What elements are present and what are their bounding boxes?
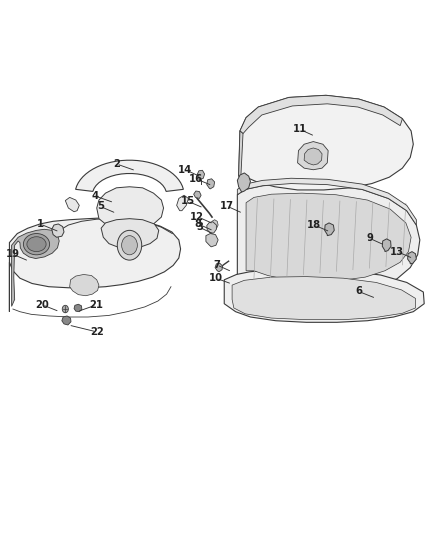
Polygon shape bbox=[215, 263, 223, 272]
Circle shape bbox=[62, 305, 68, 313]
Text: 8: 8 bbox=[194, 219, 201, 229]
Polygon shape bbox=[239, 95, 413, 190]
Polygon shape bbox=[297, 142, 328, 169]
Text: 18: 18 bbox=[307, 220, 321, 230]
Polygon shape bbox=[232, 277, 416, 320]
Text: 17: 17 bbox=[219, 201, 233, 211]
Circle shape bbox=[117, 230, 142, 260]
Text: 21: 21 bbox=[90, 300, 104, 310]
Text: 15: 15 bbox=[180, 196, 194, 206]
Text: 11: 11 bbox=[293, 124, 307, 134]
Polygon shape bbox=[194, 191, 201, 198]
Polygon shape bbox=[70, 274, 99, 296]
Polygon shape bbox=[207, 179, 215, 189]
Text: 22: 22 bbox=[90, 327, 104, 337]
Polygon shape bbox=[10, 217, 180, 312]
Polygon shape bbox=[237, 178, 417, 225]
Polygon shape bbox=[237, 183, 420, 296]
Polygon shape bbox=[207, 222, 216, 233]
Polygon shape bbox=[197, 170, 205, 180]
Text: 10: 10 bbox=[209, 273, 223, 283]
Polygon shape bbox=[382, 239, 391, 252]
Polygon shape bbox=[101, 219, 159, 248]
Text: 19: 19 bbox=[6, 249, 20, 259]
Polygon shape bbox=[210, 220, 218, 230]
Text: 14: 14 bbox=[178, 165, 193, 175]
Polygon shape bbox=[74, 304, 82, 312]
Polygon shape bbox=[246, 193, 411, 281]
Text: 3: 3 bbox=[196, 222, 203, 232]
Polygon shape bbox=[76, 160, 184, 191]
Polygon shape bbox=[52, 224, 64, 237]
Text: 4: 4 bbox=[91, 191, 98, 201]
Text: 6: 6 bbox=[355, 286, 362, 296]
Ellipse shape bbox=[27, 237, 46, 252]
Text: 2: 2 bbox=[113, 159, 120, 169]
Text: 12: 12 bbox=[190, 212, 204, 222]
Polygon shape bbox=[12, 229, 59, 306]
Polygon shape bbox=[62, 316, 71, 325]
Polygon shape bbox=[224, 269, 424, 322]
Polygon shape bbox=[325, 223, 334, 236]
Text: 7: 7 bbox=[213, 260, 220, 270]
Text: 9: 9 bbox=[366, 233, 373, 244]
Polygon shape bbox=[177, 195, 188, 211]
Text: 1: 1 bbox=[36, 219, 43, 229]
Text: 16: 16 bbox=[189, 174, 203, 184]
Polygon shape bbox=[408, 252, 417, 264]
Circle shape bbox=[122, 236, 138, 255]
Text: 13: 13 bbox=[390, 247, 404, 256]
Polygon shape bbox=[237, 173, 251, 192]
Polygon shape bbox=[97, 187, 163, 229]
Polygon shape bbox=[304, 148, 322, 165]
Polygon shape bbox=[65, 197, 79, 212]
Polygon shape bbox=[239, 131, 243, 177]
Ellipse shape bbox=[23, 233, 49, 255]
Polygon shape bbox=[240, 95, 403, 134]
Text: 5: 5 bbox=[97, 201, 104, 212]
Text: 20: 20 bbox=[35, 300, 49, 310]
Polygon shape bbox=[206, 233, 218, 247]
